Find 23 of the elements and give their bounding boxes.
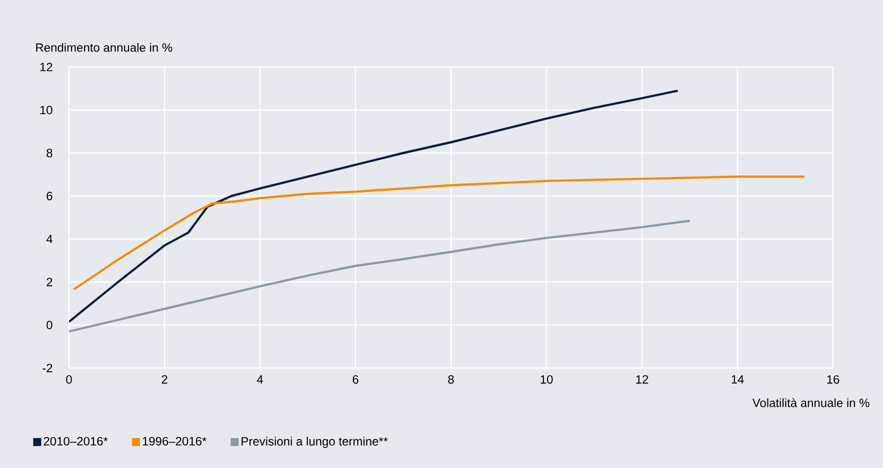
x-tick-label: 8	[448, 375, 454, 384]
y-tick-label: 0	[46, 320, 52, 330]
x-axis-title: Volatilità annuale in %	[752, 398, 870, 408]
line-series	[69, 220, 691, 333]
y-axis-title: Rendimento annuale in %	[36, 42, 172, 52]
x-tick-label: 14	[732, 375, 744, 384]
y-tick-label: 4	[46, 234, 52, 244]
legend-label: 1996–2016*	[142, 436, 206, 446]
y-tick-label: 2	[46, 278, 52, 286]
x-tick-label: 2	[162, 375, 168, 384]
x-tick-label: 0	[66, 375, 72, 384]
x-tick-label: 10	[540, 375, 553, 384]
legend-label: Previsioni a lungo termine**	[242, 436, 388, 448]
y-tick-label: -2	[42, 364, 52, 372]
x-tick-label: 6	[352, 375, 358, 384]
legend-label: 2010–2016*	[44, 436, 108, 446]
x-tick-label: 4	[256, 375, 263, 384]
x-tick-label: 16	[827, 375, 840, 384]
y-tick-label: 8	[46, 148, 52, 158]
y-tick-label: 6	[46, 192, 52, 200]
x-tick-label: 12	[636, 375, 648, 384]
y-tick-label: 10	[40, 106, 52, 114]
y-tick-label: 12	[40, 62, 52, 72]
